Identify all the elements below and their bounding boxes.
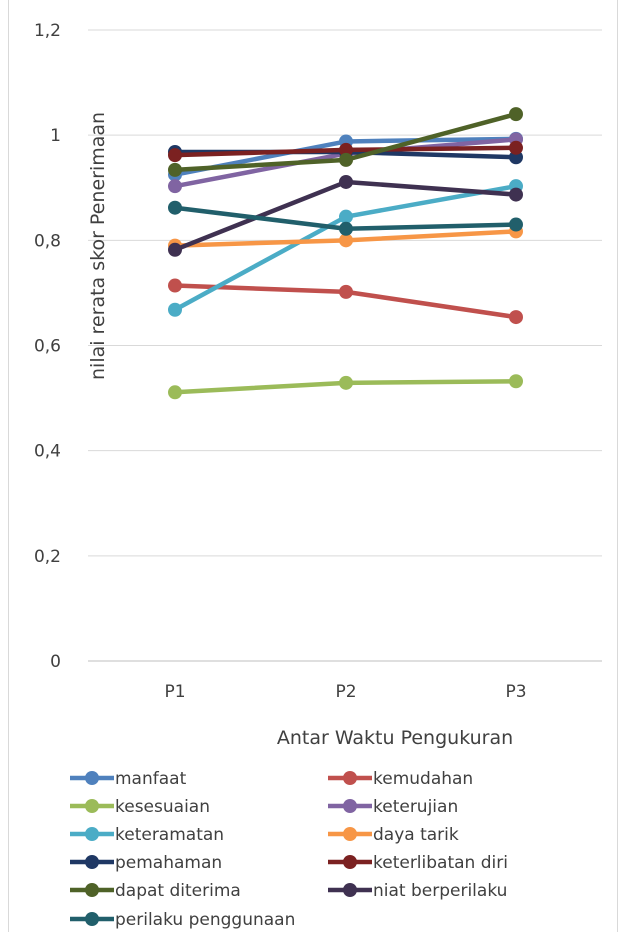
legend-label: keterujian: [373, 797, 458, 817]
data-point: [168, 179, 182, 194]
legend-item: keterujian: [328, 797, 458, 817]
legend-item: perilaku penggunaan: [70, 910, 295, 930]
legend-label: kemudahan: [373, 769, 473, 789]
x-tick-label: P1: [164, 682, 185, 702]
series-keterlibatan-diri: [168, 140, 523, 163]
data-point: [168, 278, 182, 293]
legend-swatch-marker: [343, 855, 357, 869]
legend-swatch-marker: [343, 883, 357, 897]
legend-label: pemahaman: [115, 853, 222, 873]
y-tick-label: 0,8: [34, 231, 61, 251]
data-point: [339, 152, 353, 167]
data-point: [168, 148, 182, 163]
legend-label: kesesuaian: [115, 797, 210, 817]
legend-item: niat berperilaku: [328, 881, 507, 901]
y-tick-label: 0: [50, 652, 61, 672]
data-point: [339, 233, 353, 248]
data-point: [509, 107, 523, 122]
legend: manfaat kemudahan kesesuaian keterujian kete…: [70, 769, 508, 930]
legend-label: daya tarik: [373, 825, 459, 845]
series-perilaku-penggunaan: [168, 200, 523, 236]
data-point: [168, 302, 182, 317]
data-point: [168, 385, 182, 400]
data-point: [339, 284, 353, 299]
data-point: [339, 221, 353, 236]
legend-label: dapat diterima: [115, 881, 241, 901]
data-point: [339, 142, 353, 157]
x-axis-ticks: P1 P2 P3: [164, 682, 526, 702]
series-lines: [168, 107, 523, 400]
series-niat-berperilaku: [168, 174, 523, 257]
legend-swatch-marker: [85, 771, 99, 785]
x-tick-label: P3: [505, 682, 526, 702]
data-point: [168, 200, 182, 215]
data-point: [509, 187, 523, 202]
data-point: [509, 310, 523, 325]
legend-label: keterlibatan diri: [373, 853, 508, 873]
series-dapat-diterima: [168, 107, 523, 177]
legend-swatch-marker: [85, 883, 99, 897]
y-axis-ticks: 0 0,2 0,4 0,6 0,8 1 1,2: [34, 21, 61, 672]
legend-item: daya tarik: [328, 825, 459, 845]
legend-swatch-marker: [343, 799, 357, 813]
y-tick-label: 0,6: [34, 337, 61, 357]
data-point: [509, 140, 523, 155]
legend-swatch-marker: [85, 912, 99, 926]
legend-swatch-marker: [85, 855, 99, 869]
y-axis-title: nilai rerata skor Penerimaan: [87, 112, 109, 380]
y-tick-label: 0,2: [34, 547, 61, 567]
y-tick-label: 1,2: [34, 21, 61, 41]
legend-item: kemudahan: [328, 769, 473, 789]
data-point: [339, 209, 353, 224]
x-tick-label: P2: [335, 682, 356, 702]
data-point: [168, 162, 182, 177]
gridlines: [88, 29, 602, 662]
legend-label: keteramatan: [115, 825, 224, 845]
data-point: [168, 242, 182, 257]
legend-label: perilaku penggunaan: [115, 910, 295, 930]
legend-label: manfaat: [115, 769, 187, 789]
y-tick-label: 0,4: [34, 442, 61, 462]
legend-item: dapat diterima: [70, 881, 241, 901]
chart-frame: [8, 0, 618, 932]
legend-item: kesesuaian: [70, 797, 210, 817]
data-point: [339, 174, 353, 189]
series-kesesuaian: [168, 374, 523, 400]
legend-swatch-marker: [85, 799, 99, 813]
data-point: [509, 374, 523, 389]
y-tick-label: 1: [50, 126, 61, 146]
x-axis-title: Antar Waktu Pengukuran: [277, 727, 513, 749]
legend-swatch-marker: [343, 827, 357, 841]
legend-item: keterlibatan diri: [328, 853, 508, 873]
data-point: [339, 375, 353, 390]
legend-item: keteramatan: [70, 825, 224, 845]
legend-item: manfaat: [70, 769, 187, 789]
data-point: [509, 217, 523, 232]
legend-swatch-marker: [343, 771, 357, 785]
series-kemudahan: [168, 278, 523, 325]
legend-item: pemahaman: [70, 853, 222, 873]
legend-swatch-marker: [85, 827, 99, 841]
legend-label: niat berperilaku: [373, 881, 507, 901]
